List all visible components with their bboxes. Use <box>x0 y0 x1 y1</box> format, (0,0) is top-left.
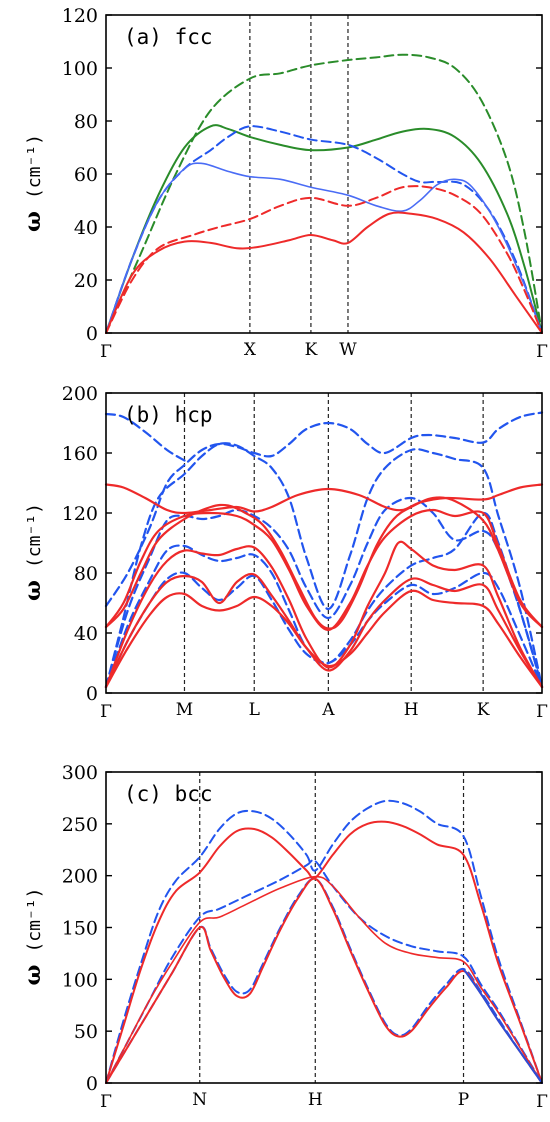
y-axis-label: ω(cm⁻¹) <box>20 503 46 601</box>
series-line-1 <box>105 799 543 1084</box>
y-tick-label: 50 <box>74 1021 98 1043</box>
y-tick-label: 40 <box>74 623 98 645</box>
y-tick-label: 120 <box>62 503 98 525</box>
panel-2: 0 40 80 120 160 200 Γ M L A H K Γ (b) hcp ω(cm⁻¹) <box>20 383 548 722</box>
y-tick-label: 40 <box>74 217 98 239</box>
x-tick-label-K: K <box>305 340 318 360</box>
x-tick-label-P: P <box>458 1090 469 1110</box>
y-tick-label: 0 <box>86 323 98 345</box>
x-tick-label-K: K <box>477 700 490 720</box>
series-line-6 <box>105 877 543 1084</box>
series-line-6 <box>104 571 544 689</box>
series-line-11 <box>104 572 544 689</box>
x-tick-label-A: A <box>321 700 335 720</box>
x-tick-label-Γ: Γ <box>536 1092 548 1112</box>
series-line-9 <box>104 508 544 632</box>
series-line-4 <box>104 496 544 689</box>
x-tick-label-H: H <box>308 1090 323 1110</box>
series-group <box>104 411 544 689</box>
x-tick-label-Γ: Γ <box>100 702 112 722</box>
x-tick-label-X: X <box>244 340 257 360</box>
x-tick-label-M: M <box>176 700 193 720</box>
y-tick-label: 80 <box>74 111 98 133</box>
series-line-2 <box>105 820 543 1084</box>
y-tick-label: 250 <box>62 814 98 836</box>
series-line-8 <box>104 496 544 630</box>
series-group <box>105 53 543 334</box>
panel-title: (c) bcc <box>124 782 213 806</box>
y-tick-label: 0 <box>86 683 98 705</box>
x-tick-label-N: N <box>192 1090 207 1110</box>
y-axis-label: ω(cm⁻¹) <box>20 134 46 232</box>
series-line-2 <box>104 411 544 608</box>
series-line-4 <box>105 875 543 1084</box>
panel-3: 0 50 100 150 200 250 300 Γ N H P Γ (c) bcc ω(cm⁻¹) <box>20 762 548 1112</box>
x-tick-label-H: H <box>404 700 419 720</box>
series-line-5 <box>105 185 543 334</box>
x-tick-label-Γ: Γ <box>100 1092 112 1112</box>
panel-1: 0 20 40 60 80 100 120 Γ X K W Γ (a) fcc ω(cm⁻¹) <box>20 5 548 362</box>
plot-frame <box>105 771 543 1084</box>
y-axis-label: ω(cm⁻¹) <box>20 888 46 986</box>
y-tick-label: 200 <box>62 866 98 888</box>
y-tick-label: 100 <box>62 969 98 991</box>
series-line-10 <box>104 540 544 689</box>
x-tick-label-Γ: Γ <box>536 342 548 362</box>
y-tick-label: 160 <box>62 443 98 465</box>
y-tick-label: 20 <box>74 270 98 292</box>
series-group <box>105 799 543 1084</box>
x-tick-label-Γ: Γ <box>536 702 548 722</box>
y-tick-label: 300 <box>62 762 98 784</box>
plot-frame <box>105 392 543 694</box>
series-line-12 <box>104 589 544 689</box>
y-tick-label: 60 <box>74 164 98 186</box>
series-line-2 <box>105 124 543 334</box>
series-line-1 <box>104 412 186 462</box>
series-line-4 <box>105 162 543 334</box>
series-line-1 <box>105 53 543 334</box>
series-line-3 <box>104 442 544 689</box>
series-line-3 <box>105 858 543 1084</box>
x-tick-label-W: W <box>339 340 357 360</box>
panel-title: (a) fcc <box>124 25 213 49</box>
x-tick-label-Γ: Γ <box>100 342 112 362</box>
series-line-5 <box>104 511 544 689</box>
y-tick-label: 200 <box>62 383 98 405</box>
series-line-6 <box>105 211 543 334</box>
y-tick-label: 120 <box>62 5 98 27</box>
y-tick-label: 0 <box>86 1073 98 1095</box>
panel-title: (b) hcp <box>124 403 213 427</box>
y-tick-label: 150 <box>62 918 98 940</box>
y-tick-label: 100 <box>62 58 98 80</box>
series-line-7 <box>462 967 543 1084</box>
x-tick-label-L: L <box>249 700 260 720</box>
series-line-7 <box>104 483 544 515</box>
y-tick-label: 80 <box>74 563 98 585</box>
